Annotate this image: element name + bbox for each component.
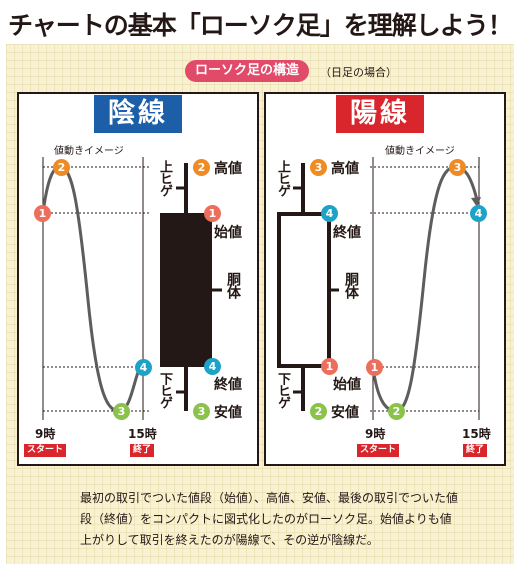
yin-lower-shadow-label: 下ヒゲ <box>157 372 172 408</box>
yin-movement-label: 値動きイメージ <box>54 146 124 157</box>
yang-low-label: 安値 <box>331 405 359 421</box>
yin-movement-curve <box>41 165 142 413</box>
yang-end-flag: 終了 <box>463 444 488 457</box>
yin-curve-marker-4: 4 <box>135 359 152 376</box>
yang-curve-marker-1: 1 <box>366 359 383 376</box>
yang-candle-marker-2: 2 <box>310 403 327 420</box>
yang-time-end: 15時 <box>462 427 491 441</box>
yang-upper-shadow-label: 上ヒゲ <box>275 160 290 196</box>
yin-upper-shadow-label: 上ヒゲ <box>157 160 172 196</box>
yin-badge: 陰線 <box>94 95 182 133</box>
yang-start-flag: スタート <box>357 444 400 457</box>
yang-curve-marker-3: 3 <box>449 159 466 176</box>
yin-box <box>17 92 259 466</box>
yin-curve-marker-2: 2 <box>53 159 70 176</box>
section-label: ローソク足の構造 <box>185 60 310 82</box>
yang-lower-shadow-label: 下ヒゲ <box>275 372 290 408</box>
yin-body-label: 胴体 <box>225 272 241 298</box>
yang-movement-curve <box>371 165 479 413</box>
yang-arrow-head <box>471 197 481 207</box>
yin-curve-marker-1: 1 <box>34 205 51 222</box>
yang-movement-label: 値動きイメージ <box>385 146 455 157</box>
yin-time-start: 9時 <box>35 427 56 441</box>
yang-candle-marker-1: 1 <box>321 358 338 375</box>
yang-high-label: 高値 <box>331 161 359 177</box>
yin-low-label: 安値 <box>214 405 242 421</box>
yang-open-label: 始値 <box>333 377 361 393</box>
yang-time-start: 9時 <box>365 427 386 441</box>
yin-time-end: 15時 <box>128 427 157 441</box>
yang-badge: 陽線 <box>336 95 424 133</box>
yin-open-label: 始値 <box>214 225 242 241</box>
yin-candle-marker-1: 1 <box>204 205 221 222</box>
yin-candle-marker-3: 3 <box>193 403 210 420</box>
section-note: （日足の場合） <box>320 66 397 79</box>
yang-candle-body <box>277 212 331 368</box>
yin-close-label: 終値 <box>214 377 242 393</box>
yin-high-label: 高値 <box>214 161 242 177</box>
description-text: 最初の取引でついた値段（始値）、高値、安値、最後の取引でついた値段（終値）をコン… <box>80 491 459 547</box>
yang-body-label: 胴体 <box>343 272 359 298</box>
yang-candle-marker-4: 4 <box>321 205 338 222</box>
yin-start-flag: スタート <box>24 444 67 457</box>
yin-candle-marker-2: 2 <box>193 159 210 176</box>
yang-curve-marker-4: 4 <box>470 205 487 222</box>
yang-candle-marker-3: 3 <box>310 159 327 176</box>
yin-curve-marker-3: 3 <box>113 403 130 420</box>
yin-candle-body <box>160 213 212 367</box>
page-title: チャートの基本「ローソク足」を理解しよう！ <box>8 11 513 40</box>
yang-curve-marker-2: 2 <box>388 403 405 420</box>
yin-candle-marker-4: 4 <box>204 358 221 375</box>
yin-end-flag: 終了 <box>130 444 155 457</box>
yang-close-label: 終値 <box>333 225 361 241</box>
